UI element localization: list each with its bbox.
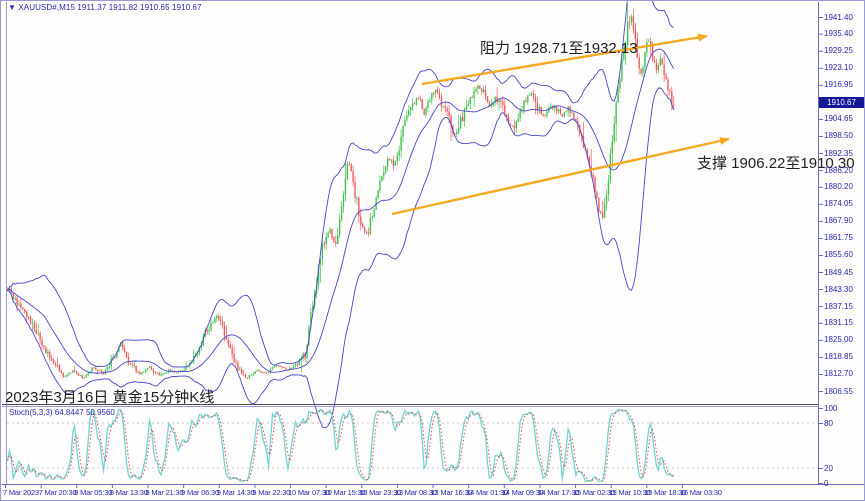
price-tick-label: 1849.45 xyxy=(824,267,853,277)
stoch-scale-label: 80 xyxy=(824,418,833,428)
price-tick-label: 1861.75 xyxy=(824,233,853,243)
stoch-indicator-label: Stoch(5,3,3) 64.8447 50.9560 xyxy=(9,408,115,417)
price-tick-label: 1898.50 xyxy=(824,131,853,141)
price-tick-label: 1843.30 xyxy=(824,284,853,294)
current-price-badge: 1910.67 xyxy=(819,96,864,108)
time-tick-label: 9 Mar 06:30 xyxy=(181,488,219,497)
symbol-header[interactable]: ▼ XAUUSD#,M15 1911.37 1911.82 1910.65 19… xyxy=(8,3,202,12)
time-tick-label: 14 Mar 09:30 xyxy=(501,488,544,497)
price-tick-label: 1892.35 xyxy=(824,148,853,158)
stoch-values: 64.8447 50.9560 xyxy=(54,408,115,417)
time-tick-label: 10 Mar 23:30 xyxy=(359,488,402,497)
stoch-scale-label: 100 xyxy=(824,403,838,413)
resistance-trendline[interactable] xyxy=(421,33,708,86)
time-tick-label: 15 Mar 10:30 xyxy=(608,488,651,497)
price-tick-label: 1904.65 xyxy=(824,114,853,124)
date-caption: 2023年3月16日 黄金15分钟K线 xyxy=(5,389,215,406)
time-tick-label: 9 Mar 22:30 xyxy=(252,488,291,497)
time-tick-label: 10 Mar 15:30 xyxy=(323,488,366,497)
price-tick-label: 1880.20 xyxy=(824,182,853,192)
price-tick-label: 1874.05 xyxy=(824,199,853,209)
stoch-scale-label: 0 xyxy=(824,478,829,488)
price-tick-label: 1831.15 xyxy=(824,318,853,328)
price-tick-label: 1855.60 xyxy=(824,250,853,260)
support-annotation[interactable]: 支撑 1906.22至1910.30 xyxy=(697,155,855,172)
symbol-name: ▼ XAUUSD#,M15 xyxy=(8,3,76,12)
stoch-scale-label: 20 xyxy=(824,463,833,473)
time-tick-label: 7 Mar 2023 xyxy=(3,488,39,497)
time-tick-label: 8 Mar 21:30 xyxy=(145,488,184,497)
price-tick-label: 1812.70 xyxy=(824,369,853,379)
price-tick-label: 1935.40 xyxy=(824,29,853,39)
time-tick-label: 10 Mar 07:30 xyxy=(288,488,330,497)
time-tick-label: 8 Mar 13:30 xyxy=(109,488,148,497)
resistance-annotation[interactable]: 阻力 1928.71至1932.13 xyxy=(480,40,638,57)
price-tick-label: 1837.15 xyxy=(824,301,853,311)
time-tick-label: 8 Mar 05:30 xyxy=(74,488,113,497)
price-tick-label: 1818.85 xyxy=(824,352,853,362)
price-tick-label: 1825.00 xyxy=(824,335,853,345)
time-tick-label: 15 Mar 18:30 xyxy=(644,488,687,497)
support-trendline[interactable] xyxy=(391,137,730,216)
price-tick-label: 1886.20 xyxy=(824,165,853,175)
price-tick-label: 1941.40 xyxy=(824,12,853,22)
time-tick-label: 16 Mar 03:30 xyxy=(679,488,722,497)
stoch-name: Stoch(5,3,3) xyxy=(9,408,53,417)
symbol-ohlc: 1911.37 1911.82 1910.65 1910.67 xyxy=(77,3,202,12)
time-tick-label: 7 Mar 20:30 xyxy=(38,488,77,497)
price-tick-label: 1929.25 xyxy=(824,46,853,56)
price-tick-label: 1916.95 xyxy=(824,80,853,90)
time-tick-label: 15 Mar 02:30 xyxy=(573,488,615,497)
time-tick-label: 13 Mar 16:30 xyxy=(430,488,473,497)
time-tick-label: 13 Mar 08:30 xyxy=(394,488,437,497)
time-tick-label: 14 Mar 01:30 xyxy=(466,488,508,497)
price-tick-label: 1923.10 xyxy=(824,63,853,73)
price-tick-label: 1867.90 xyxy=(824,216,853,226)
time-tick-label: 9 Mar 14:30 xyxy=(216,488,255,497)
time-tick-label: 14 Mar 17:30 xyxy=(537,488,580,497)
price-tick-label: 1806.55 xyxy=(824,386,853,396)
